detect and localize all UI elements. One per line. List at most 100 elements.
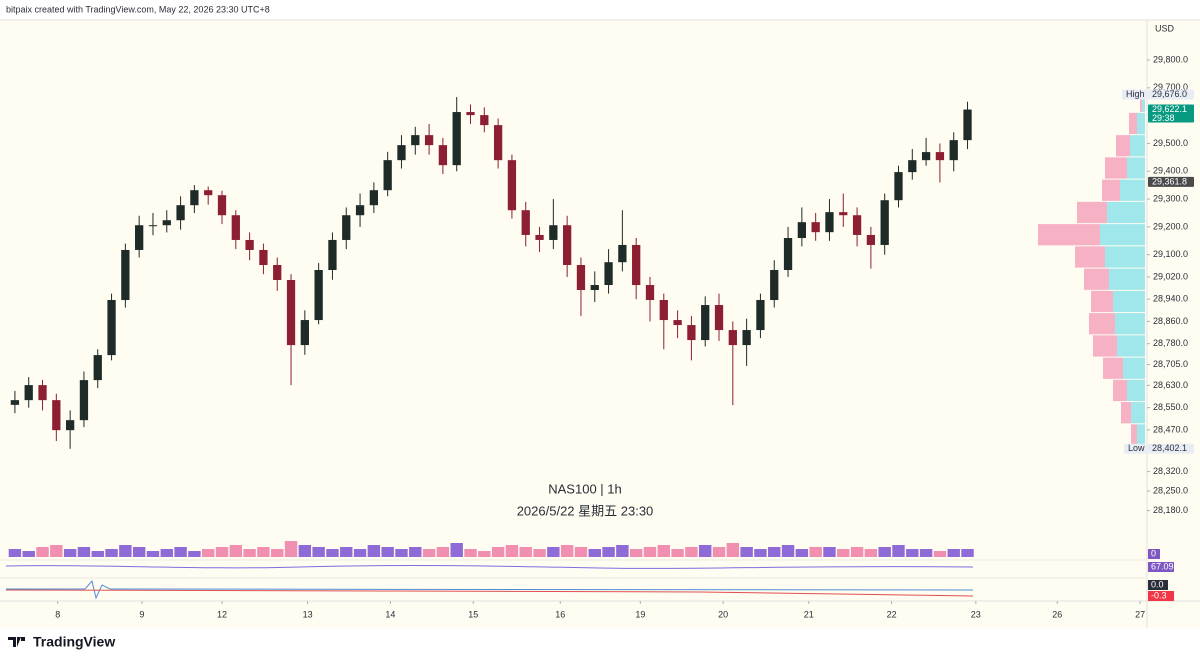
volume-bar <box>215 547 229 557</box>
x-tick-label: 21 <box>804 609 814 619</box>
candle-body <box>604 262 613 286</box>
candle-body <box>576 264 586 291</box>
candle-body <box>645 285 655 301</box>
profile-sell <box>1113 379 1127 402</box>
volume-bar <box>616 545 629 557</box>
price-badge-label: 29,676.0 <box>1152 89 1187 99</box>
indicator-badge <box>1148 562 1174 572</box>
volume-bar <box>201 549 215 557</box>
volume-bar <box>657 545 671 557</box>
volume-bar <box>933 551 947 557</box>
candle-body <box>908 160 917 173</box>
price-badge <box>1148 443 1194 454</box>
volume-bar <box>878 547 891 557</box>
volume-bar <box>91 551 104 557</box>
indicator-badge-label: 67.09 <box>1151 561 1174 571</box>
x-tick-label: 15 <box>468 609 478 619</box>
y-tick-label: 28,705.0 <box>1153 359 1188 369</box>
candle-body <box>424 135 434 146</box>
candle-body <box>314 269 323 321</box>
candle-body <box>797 222 806 239</box>
indicator-line <box>5 564 974 569</box>
candle-body <box>342 215 351 240</box>
volume-bar <box>8 549 22 557</box>
profile-buy <box>1137 112 1145 135</box>
volume-bar <box>519 547 532 557</box>
volume-bar <box>77 547 91 557</box>
volume-bar <box>795 549 809 557</box>
candle-body <box>328 239 337 270</box>
volume-bar <box>243 549 256 557</box>
candle-body <box>839 212 848 216</box>
candle-body <box>273 264 282 281</box>
candle-body <box>493 125 503 161</box>
volume-bar <box>63 549 77 557</box>
y-tick-label: 29,400.0 <box>1153 166 1188 176</box>
volume-bar <box>533 549 546 557</box>
volume-bar <box>436 547 450 557</box>
candle-body <box>190 190 199 206</box>
candle-body <box>383 160 392 191</box>
volume-bar <box>588 549 601 557</box>
price-badge <box>1148 104 1194 123</box>
x-tick-label: 20 <box>718 609 728 619</box>
volume-bar <box>560 545 574 557</box>
y-tick-label: 28,320.0 <box>1153 466 1188 476</box>
price-badge <box>1148 89 1194 100</box>
marker-tag <box>1122 89 1146 100</box>
y-tick-label: 29,300.0 <box>1153 193 1188 203</box>
candle-body <box>107 300 116 356</box>
price-badge-label: 29,622.1 <box>1152 104 1187 114</box>
profile-buy <box>1137 424 1145 446</box>
profile-sell <box>1038 224 1100 246</box>
candle-body <box>770 269 779 301</box>
candle-body <box>24 385 33 401</box>
volume-bar <box>367 545 381 557</box>
candle-body <box>162 220 171 226</box>
volume-bar <box>188 551 201 557</box>
volume-bar <box>395 549 408 557</box>
marker-label: Low <box>1128 443 1145 453</box>
volume-bar <box>132 547 146 557</box>
y-tick-label: 28,630.0 <box>1153 380 1188 390</box>
profile-buy <box>1142 90 1145 112</box>
candle-body <box>742 330 751 346</box>
candle-body <box>176 205 185 221</box>
candle-body <box>65 420 75 431</box>
candle-body <box>217 195 227 216</box>
candle-body <box>286 280 296 346</box>
volume-bar <box>547 547 560 557</box>
candle-body <box>866 234 876 245</box>
candle-body <box>79 380 89 421</box>
y-tick-label: 29,200.0 <box>1153 221 1188 231</box>
volume-bar <box>119 545 132 557</box>
volume-bar <box>312 547 325 557</box>
y-tick-label: 28,550.0 <box>1153 402 1188 412</box>
candle-body <box>148 225 158 227</box>
indicator-badge-label: 0.0 <box>1151 579 1164 589</box>
profile-buy <box>1105 246 1145 268</box>
candle-body <box>480 115 489 126</box>
indicator-line <box>6 579 974 600</box>
currency: USD <box>1155 23 1175 33</box>
x-tick-label: 26 <box>1052 609 1062 619</box>
profile-buy <box>1107 201 1145 224</box>
candle-body <box>38 385 47 401</box>
volume-bar <box>450 543 463 557</box>
candle-body <box>369 190 379 206</box>
volume-bar <box>685 547 698 557</box>
volume-bar <box>864 549 878 557</box>
x-tick-label: 14 <box>385 609 395 619</box>
y-tick-label: 29,700.0 <box>1153 82 1188 92</box>
volume-bar <box>146 551 160 557</box>
volume-bar <box>160 549 173 557</box>
volume-bar <box>602 547 615 557</box>
profile-sell <box>1129 112 1137 135</box>
volume-bar <box>574 547 588 557</box>
candle-body <box>535 234 544 240</box>
profile-buy <box>1113 290 1145 313</box>
volume-bar <box>740 547 753 557</box>
indicator-badge-label: 0 <box>1151 548 1156 558</box>
brand: TradingView <box>33 634 115 650</box>
